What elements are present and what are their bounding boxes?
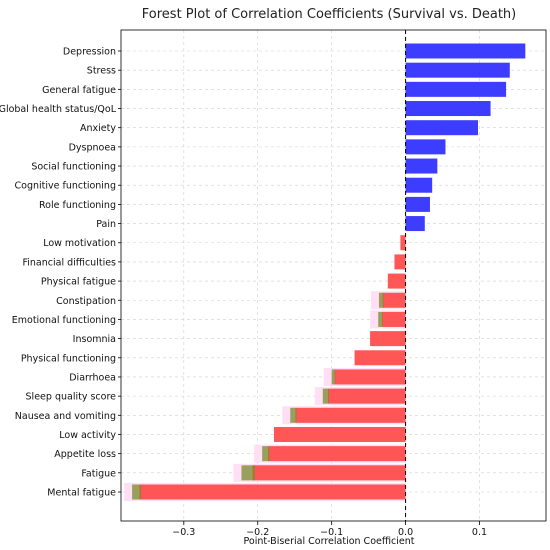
category-label-constipation: Constipation: [56, 296, 116, 307]
category-label-social-functioning: Social functioning: [31, 162, 116, 173]
bar-layer: [139, 43, 526, 500]
x-tick-label-1: −0.2: [246, 527, 269, 538]
category-label-mental-fatigue: Mental fatigue: [47, 488, 116, 499]
bar-sleep-quality-score: [327, 388, 406, 404]
bar-low-activity: [274, 426, 406, 442]
bar-general-fatigue: [405, 81, 507, 97]
error-bar-constipation: [378, 292, 384, 308]
category-label-physical-fatigue: Physical fatigue: [41, 277, 116, 288]
bar-diarrhoea: [334, 369, 406, 385]
category-label-insomnia: Insomnia: [73, 334, 116, 345]
error-bar-nausea-and-vomiting: [290, 407, 297, 423]
error-bar-layer: [132, 292, 384, 500]
category-label-appetite-loss: Appetite loss: [54, 449, 116, 460]
category-label-dyspnoea: Dyspnoea: [69, 142, 116, 153]
x-tick-label-0: −0.3: [172, 527, 195, 538]
category-label-stress: Stress: [87, 66, 116, 77]
error-bar-fatigue: [241, 465, 255, 481]
category-label-sleep-quality-score: Sleep quality score: [26, 392, 117, 403]
error-bar-emotional-functioning: [378, 311, 383, 327]
category-label-anxiety: Anxiety: [80, 123, 116, 134]
error-bar-mental-fatigue: [132, 484, 141, 500]
category-label-financial-difficulties: Financial difficulties: [22, 257, 116, 268]
category-label-layer: Depression Stress General fatigue Global he…: [0, 47, 121, 499]
x-tick-label-3: 0.0: [398, 527, 413, 538]
bar-role-functioning: [405, 196, 430, 212]
bar-anxiety: [405, 120, 478, 136]
error-bar-appetite-loss: [262, 446, 270, 462]
bar-physical-functioning: [354, 350, 406, 366]
error-bar-diarrhoea: [331, 369, 336, 385]
category-label-depression: Depression: [63, 47, 116, 58]
x-tick-label-2: −0.1: [320, 527, 343, 538]
bar-depression: [405, 43, 526, 59]
category-label-role-functioning: Role functioning: [39, 200, 116, 211]
bar-financial-difficulties: [394, 254, 406, 270]
bar-insomnia: [370, 331, 406, 347]
category-label-low-motivation: Low motivation: [43, 238, 116, 249]
bar-global-health-status-qol: [405, 101, 491, 117]
category-label-physical-functioning: Physical functioning: [21, 353, 116, 364]
x-tick-label-4: 0.1: [472, 527, 487, 538]
bar-constipation: [382, 292, 406, 308]
category-label-diarrhoea: Diarrhoea: [69, 372, 116, 383]
bar-dyspnoea: [405, 139, 446, 155]
bar-physical-fatigue: [387, 273, 406, 289]
bar-fatigue: [252, 465, 406, 481]
plot-frame: [120, 29, 547, 522]
bar-emotional-functioning: [381, 311, 406, 327]
bar-social-functioning: [405, 158, 438, 174]
bar-cognitive-functioning: [405, 177, 433, 193]
bar-mental-fatigue: [139, 484, 406, 500]
error-bar-sleep-quality-score: [322, 388, 329, 404]
category-label-general-fatigue: General fatigue: [42, 85, 116, 96]
category-label-pain: Pain: [96, 219, 116, 230]
category-label-nausea-and-vomiting: Nausea and vomiting: [15, 411, 116, 422]
bar-appetite-loss: [268, 446, 406, 462]
x-tick-layer: −0.3 −0.2 −0.1 0.0 0.1: [172, 521, 487, 538]
bar-low-motivation: [400, 235, 406, 251]
bar-nausea-and-vomiting: [295, 407, 406, 423]
category-label-low-activity: Low activity: [59, 430, 116, 441]
category-label-cognitive-functioning: Cognitive functioning: [15, 181, 117, 192]
category-label-global-health-status-qol: Global health status/QoL: [0, 104, 117, 115]
category-label-emotional-functioning: Emotional functioning: [12, 315, 116, 326]
chart-title: Forest Plot of Correlation Coefficients …: [142, 7, 516, 22]
x-axis-label: Point-Biserial Correlation Coefficient: [244, 536, 415, 547]
bar-pain: [405, 216, 425, 232]
category-label-fatigue: Fatigue: [81, 468, 116, 479]
bar-stress: [405, 62, 510, 78]
